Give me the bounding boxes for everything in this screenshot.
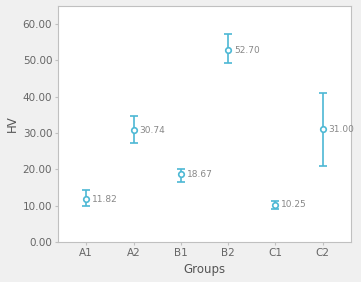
Text: 11.82: 11.82 (92, 195, 118, 204)
Text: 18.67: 18.67 (187, 170, 212, 179)
Text: 31.00: 31.00 (329, 125, 355, 134)
Text: 10.25: 10.25 (281, 201, 307, 210)
Text: 30.74: 30.74 (139, 126, 165, 135)
Text: 52.70: 52.70 (234, 46, 260, 55)
X-axis label: Groups: Groups (183, 263, 226, 276)
Y-axis label: HV: HV (5, 116, 18, 132)
